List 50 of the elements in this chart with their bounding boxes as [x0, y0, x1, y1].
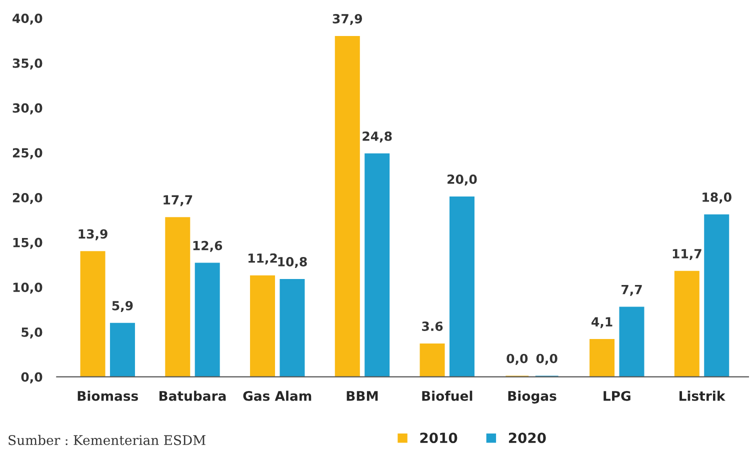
- legend-label: 2010: [420, 432, 458, 444]
- bar: [110, 322, 135, 377]
- data-label: 10,8: [278, 256, 307, 268]
- bar: [334, 36, 360, 377]
- bar: [194, 262, 220, 377]
- data-label: 24,8: [362, 131, 392, 143]
- bar: [280, 278, 305, 377]
- x-tick-label: Biogas: [508, 390, 556, 404]
- x-tick-label: Listrik: [680, 390, 726, 401]
- data-label: 3.6: [422, 322, 443, 332]
- bar: [704, 214, 730, 377]
- bar: [364, 153, 390, 377]
- data-label: 4,1: [592, 317, 612, 328]
- x-tick-label: LPG: [604, 390, 630, 401]
- x-tick-label: BBM: [346, 391, 378, 401]
- bar: [420, 343, 445, 377]
- data-label: 13,9: [78, 229, 108, 240]
- x-tick-label: Batubara: [160, 390, 226, 401]
- x-tick-label: Biofuel: [422, 390, 472, 401]
- y-tick-label: 25,0: [12, 148, 42, 160]
- data-label: 17,7: [164, 195, 192, 206]
- data-label: 0,0: [536, 354, 558, 365]
- x-tick-label: Gas Alam: [243, 390, 312, 401]
- data-label: 7,7: [622, 284, 642, 296]
- data-label: 11,2: [248, 253, 277, 264]
- data-label: 18,0: [702, 192, 732, 204]
- y-tick-label: 35,0: [12, 58, 42, 70]
- bar: [674, 270, 700, 377]
- bar: [80, 251, 106, 377]
- legend-label: 2020: [508, 432, 546, 444]
- y-tick-label: 40,0: [12, 14, 42, 25]
- data-label: 5,9: [112, 300, 133, 312]
- data-label: 0,0: [506, 354, 528, 365]
- y-tick-label: 15,0: [13, 238, 42, 249]
- x-tick-label: Biomass: [78, 390, 138, 401]
- bar: [449, 196, 474, 377]
- bar: [250, 275, 276, 377]
- data-label: 37,9: [332, 14, 362, 26]
- text: Sumber : Kementerian ESDM: [8, 434, 206, 446]
- bar: [165, 217, 190, 377]
- y-tick-label: 20,0: [12, 192, 42, 204]
- bar: [590, 339, 615, 377]
- data-label: 12,6: [193, 240, 222, 252]
- y-tick-label: 5,0: [22, 327, 42, 339]
- bar: [619, 306, 644, 377]
- y-tick-label: 0,0: [21, 372, 42, 384]
- data-label: 20,0: [448, 174, 477, 186]
- y-tick-label: 10,0: [13, 282, 42, 294]
- data-label: 11,7: [672, 249, 702, 260]
- y-tick-label: 30,0: [12, 103, 42, 114]
